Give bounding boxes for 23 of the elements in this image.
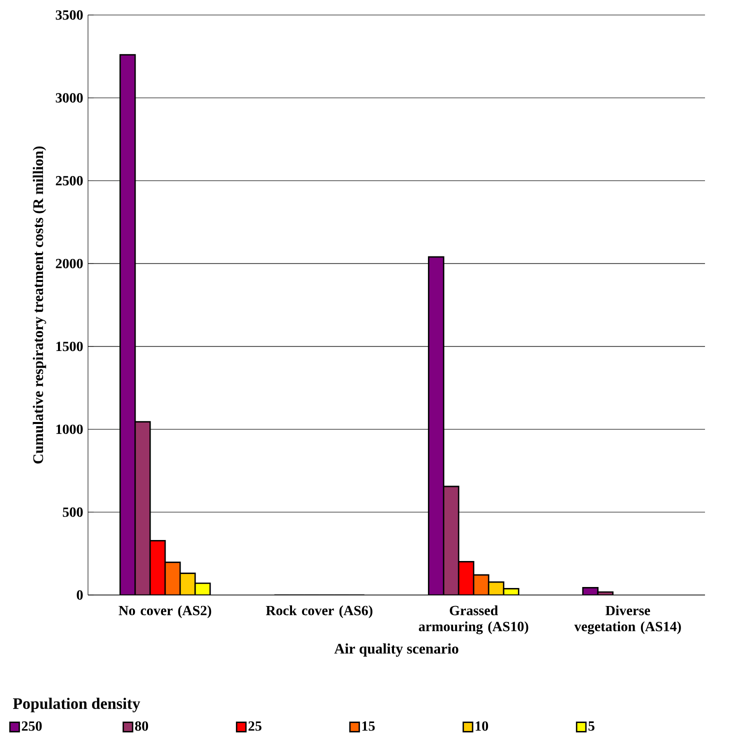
legend-label: 5	[588, 721, 594, 731]
bar	[428, 256, 444, 595]
x-axis-title: Air quality scenario	[334, 643, 458, 657]
x-tick-label: No cover (AS2)	[118, 605, 212, 618]
legend-label: 15	[362, 721, 375, 731]
y-tick-label: 2500	[56, 176, 83, 186]
legend-title: Population density	[12, 698, 140, 712]
x-tick-label: Diverse vegetation (AS14)	[574, 605, 681, 634]
bar	[119, 54, 136, 595]
x-tick-label: Rock cover (AS6)	[266, 605, 372, 618]
legend-label: 250	[22, 721, 42, 731]
legend-label: 10	[476, 721, 488, 731]
y-tick-label: 0	[76, 590, 83, 600]
y-tick-label: 2000	[56, 258, 83, 268]
y-tick-label: 3500	[56, 10, 83, 20]
y-tick-label: 1500	[56, 342, 83, 352]
x-tick-label: Grassed armouring (AS10)	[418, 605, 528, 634]
legend-label: 25	[248, 721, 262, 731]
y-tick-label: 3000	[56, 93, 83, 103]
y-axis-title: Cumulative respiratory treatment costs (R million)	[32, 146, 46, 464]
y-tick-label: 500	[62, 507, 83, 517]
legend-label: 80	[135, 721, 148, 731]
y-tick-label: 1000	[56, 424, 83, 434]
